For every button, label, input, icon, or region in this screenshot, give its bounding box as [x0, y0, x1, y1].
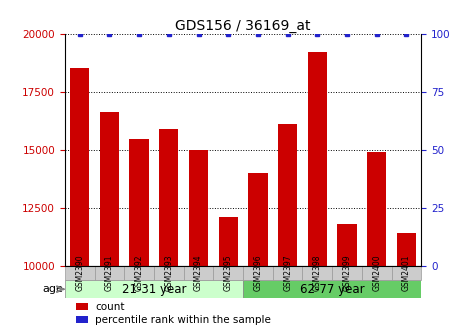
Bar	[278, 124, 297, 265]
Text: GSM2398: GSM2398	[313, 255, 322, 291]
FancyBboxPatch shape	[243, 265, 273, 280]
Bar	[70, 69, 89, 265]
Text: GSM2397: GSM2397	[283, 255, 292, 291]
FancyBboxPatch shape	[184, 265, 213, 280]
Text: GSM2395: GSM2395	[224, 255, 233, 291]
Bar	[75, 316, 88, 323]
FancyBboxPatch shape	[94, 265, 124, 280]
Bar	[308, 52, 327, 265]
FancyBboxPatch shape	[65, 265, 94, 280]
Text: GSM2401: GSM2401	[402, 255, 411, 291]
Bar	[130, 139, 149, 265]
FancyBboxPatch shape	[124, 265, 154, 280]
FancyBboxPatch shape	[65, 280, 243, 298]
Text: GSM2400: GSM2400	[372, 255, 381, 291]
FancyBboxPatch shape	[213, 265, 243, 280]
Text: GSM2391: GSM2391	[105, 255, 114, 291]
Title: GDS156 / 36169_at: GDS156 / 36169_at	[175, 18, 311, 33]
Text: GSM2394: GSM2394	[194, 255, 203, 291]
Bar	[75, 303, 88, 310]
Text: age: age	[43, 284, 63, 294]
FancyBboxPatch shape	[154, 265, 184, 280]
Text: GSM2396: GSM2396	[253, 255, 263, 291]
Bar	[367, 152, 387, 265]
Text: GSM2392: GSM2392	[135, 255, 144, 291]
Bar	[219, 217, 238, 265]
FancyBboxPatch shape	[273, 265, 302, 280]
FancyBboxPatch shape	[332, 265, 362, 280]
Bar	[397, 233, 416, 265]
FancyBboxPatch shape	[243, 280, 421, 298]
Bar	[189, 150, 208, 265]
Bar	[338, 224, 357, 265]
Text: GSM2390: GSM2390	[75, 255, 84, 291]
FancyBboxPatch shape	[392, 265, 421, 280]
Bar	[100, 113, 119, 265]
Bar	[248, 173, 268, 265]
Text: 62-77 year: 62-77 year	[300, 283, 364, 296]
Text: 21-31 year: 21-31 year	[122, 283, 186, 296]
Text: count: count	[95, 302, 125, 311]
Text: GSM2399: GSM2399	[343, 255, 351, 291]
Text: percentile rank within the sample: percentile rank within the sample	[95, 314, 271, 325]
Text: GSM2393: GSM2393	[164, 255, 173, 291]
Bar	[159, 129, 178, 265]
FancyBboxPatch shape	[362, 265, 392, 280]
FancyBboxPatch shape	[302, 265, 332, 280]
